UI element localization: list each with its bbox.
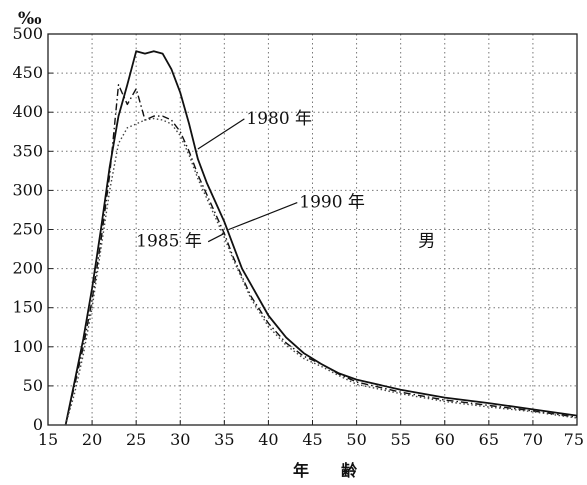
x-tick-label: 45 xyxy=(302,430,322,449)
x-tick-label: 25 xyxy=(126,430,146,449)
x-axis-ticks: 15 20 25 30 35 40 45 50 55 60 65 70 75 xyxy=(38,420,584,449)
y-tick-label: 50 xyxy=(23,376,43,395)
annotation-label: 1990 年 xyxy=(299,193,365,213)
x-tick-label: 30 xyxy=(170,430,190,449)
x-tick-label: 15 xyxy=(38,430,58,449)
annotation-leader xyxy=(207,232,225,243)
x-tick-label: 50 xyxy=(346,430,366,449)
y-tick-label: 300 xyxy=(12,180,43,199)
y-tick-label: 500 xyxy=(12,24,43,43)
y-tick-label: 0 xyxy=(33,415,43,434)
y-tick-label: 450 xyxy=(12,63,43,82)
annotation-label: 男 xyxy=(418,232,435,252)
y-tick-label: 100 xyxy=(12,337,43,356)
annotation-leader xyxy=(228,202,298,231)
x-tick-label: 35 xyxy=(214,430,234,449)
x-tick-label: 75 xyxy=(564,430,584,449)
x-tick-label: 70 xyxy=(523,430,543,449)
grid xyxy=(47,33,578,426)
y-tick-label: 350 xyxy=(12,141,43,160)
series-line-2 xyxy=(64,84,578,426)
annotation-label: 1985 年 xyxy=(136,232,202,252)
y-tick-label: 400 xyxy=(12,102,43,121)
y-tick-label: 200 xyxy=(12,259,43,278)
x-axis-title: 年 齢 xyxy=(293,461,358,480)
series-line-3 xyxy=(64,117,578,426)
series-lines xyxy=(64,50,578,426)
x-tick-label: 55 xyxy=(390,430,410,449)
x-tick-label: 65 xyxy=(479,430,499,449)
x-tick-label: 20 xyxy=(82,430,102,449)
annotation-label: 1980 年 xyxy=(246,109,312,129)
y-axis-ticks: 0 50 100 150 200 250 300 350 400 450 500 xyxy=(12,24,53,434)
annotation-leader xyxy=(197,118,245,150)
x-tick-label: 40 xyxy=(258,430,278,449)
y-tick-label: 250 xyxy=(12,220,43,239)
x-tick-label: 60 xyxy=(435,430,455,449)
y-tick-label: 150 xyxy=(12,298,43,317)
y-unit-label: ‰ xyxy=(18,9,42,29)
annotations: 1980 年 1990 年 1985 年 男 xyxy=(136,109,435,252)
